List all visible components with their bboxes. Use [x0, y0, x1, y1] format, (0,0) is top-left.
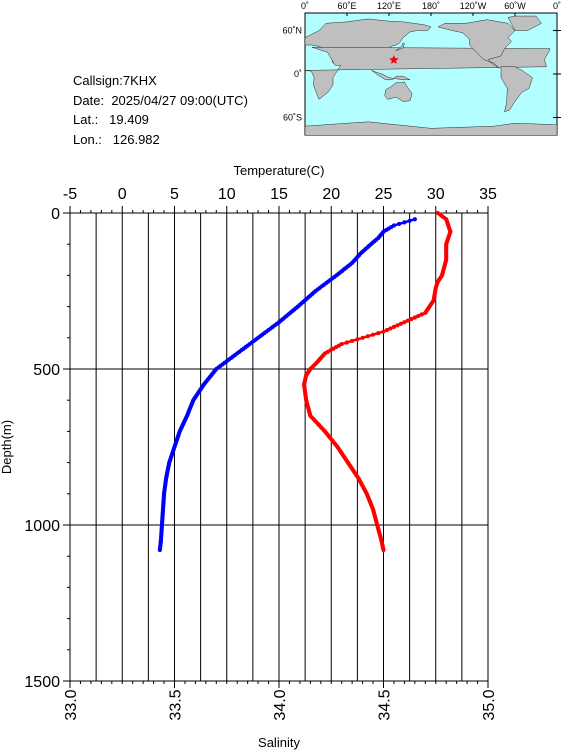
salinity-tick-label: 33.5	[168, 689, 185, 720]
salinity-data-point	[360, 335, 365, 340]
salinity-data-point	[398, 321, 404, 326]
temperature-tick-label: 15	[270, 186, 288, 203]
map-lat-label: 0˚	[294, 69, 302, 79]
temperature-data-point	[407, 218, 412, 223]
salinity-data-point	[376, 331, 381, 336]
lat-value: 19.409	[109, 112, 149, 128]
temperature-tick-label: 20	[322, 186, 340, 203]
salinity-data-point	[350, 338, 355, 344]
map-lon-label: 180˚	[422, 1, 440, 11]
world-map: 0˚ 60˚E 120˚E 180˚ 120˚W 60˚W 0˚ 60˚N 0˚ 60˚S	[282, 1, 561, 136]
map-lat-label: 60˚S	[283, 112, 302, 122]
red-star-icon	[389, 54, 399, 64]
date-label: Date:	[73, 92, 105, 108]
station-info: Callsign:7KHX Date: 2025/04/27 09:00(UTC…	[73, 71, 248, 149]
land-mass	[304, 121, 558, 136]
station-marker	[389, 54, 399, 64]
lat-label: Lat.:	[73, 112, 99, 128]
chart-grid	[70, 213, 488, 681]
land-mass	[500, 66, 533, 112]
land-mass	[395, 42, 405, 52]
temperature-data-point	[397, 221, 402, 227]
temperature-data-point	[157, 547, 162, 553]
chart-series	[157, 210, 453, 553]
temperature-axis: -5 0 5 10 15 20 25 30 35	[63, 186, 497, 213]
depth-axis-label: Depth(m)	[0, 420, 14, 474]
salinity-data-point	[381, 329, 386, 334]
lat-line: Lat.: 19.409	[73, 110, 248, 130]
map-lon-label: 120˚E	[377, 1, 401, 11]
temperature-axis-label: Temperature(C)	[233, 163, 324, 178]
temperature-tick-label: 35	[479, 186, 497, 203]
map-lon-label: 0˚	[553, 1, 561, 11]
temperature-tick-label: -5	[63, 186, 77, 203]
salinity-tick-label: 33.0	[63, 689, 80, 720]
depth-tick-label: 1500	[24, 674, 60, 691]
land-mass	[507, 15, 542, 31]
salinity-data-point	[384, 327, 390, 333]
land-mass	[437, 19, 516, 69]
temperature-tick-label: 5	[170, 186, 179, 203]
salinity-data-point	[388, 326, 393, 331]
callsign-text: Callsign:7KHX	[73, 73, 157, 88]
temperature-data-point	[412, 217, 417, 222]
salinity-data-point	[409, 316, 414, 322]
salinity-data-point	[355, 337, 360, 342]
land-mass	[384, 81, 413, 102]
lon-label: Lon.:	[73, 131, 102, 147]
salinity-data-point	[365, 334, 370, 339]
salinity-data-point	[416, 313, 421, 319]
salinity-data-point	[402, 320, 407, 325]
salinity-profile-line	[302, 211, 452, 551]
lon-value: 126.982	[112, 131, 160, 147]
salinity-data-point	[412, 315, 417, 320]
salinity-tick-label: 35.0	[481, 689, 498, 720]
date-value: 2025/04/27 09:00(UTC)	[111, 92, 248, 108]
map-labels: 0˚ 60˚E 120˚E 180˚ 120˚W 60˚W 0˚ 60˚N 0˚ 60˚S	[282, 1, 561, 122]
map-land	[304, 15, 558, 136]
depth-tick-label: 1000	[24, 518, 60, 535]
salinity-data-point	[419, 312, 424, 317]
map-lon-label: 60˚W	[504, 1, 526, 11]
salinity-tick-label: 34.0	[272, 689, 289, 720]
temperature-tick-label: 10	[218, 186, 236, 203]
salinity-data-point	[391, 324, 397, 329]
salinity-data-point	[423, 310, 428, 315]
depth-axis: 0 500 1000 1500	[24, 206, 70, 691]
salinity-axis-label: Salinity	[258, 735, 300, 750]
temperature-tick-label: 30	[427, 186, 445, 203]
salinity-tick-label: 34.5	[377, 689, 394, 720]
map-lon-label: 0˚	[301, 1, 309, 11]
salinity-data-point	[344, 340, 350, 345]
temperature-profile-line	[158, 218, 416, 551]
depth-tick-label: 500	[33, 362, 60, 379]
salinity-data-point	[370, 332, 376, 337]
temperature-data-point	[402, 220, 407, 225]
date-line: Date: 2025/04/27 09:00(UTC)	[73, 91, 248, 111]
map-lon-label: 60˚E	[337, 1, 356, 11]
salinity-data-point	[405, 318, 410, 323]
map-lon-label: 120˚W	[460, 1, 487, 11]
map-lat-label: 60˚N	[282, 26, 302, 36]
temperature-tick-label: 25	[375, 186, 393, 203]
land-mass	[371, 70, 411, 80]
temperature-tick-label: 0	[118, 186, 127, 203]
salinity-data-point	[395, 323, 400, 328]
lon-line: Lon.: 126.982	[73, 130, 248, 150]
salinity-axis: 33.0 33.5 34.0 34.5 35.0	[63, 681, 498, 721]
salinity-data-point	[381, 547, 386, 553]
depth-tick-label: 0	[51, 206, 60, 223]
